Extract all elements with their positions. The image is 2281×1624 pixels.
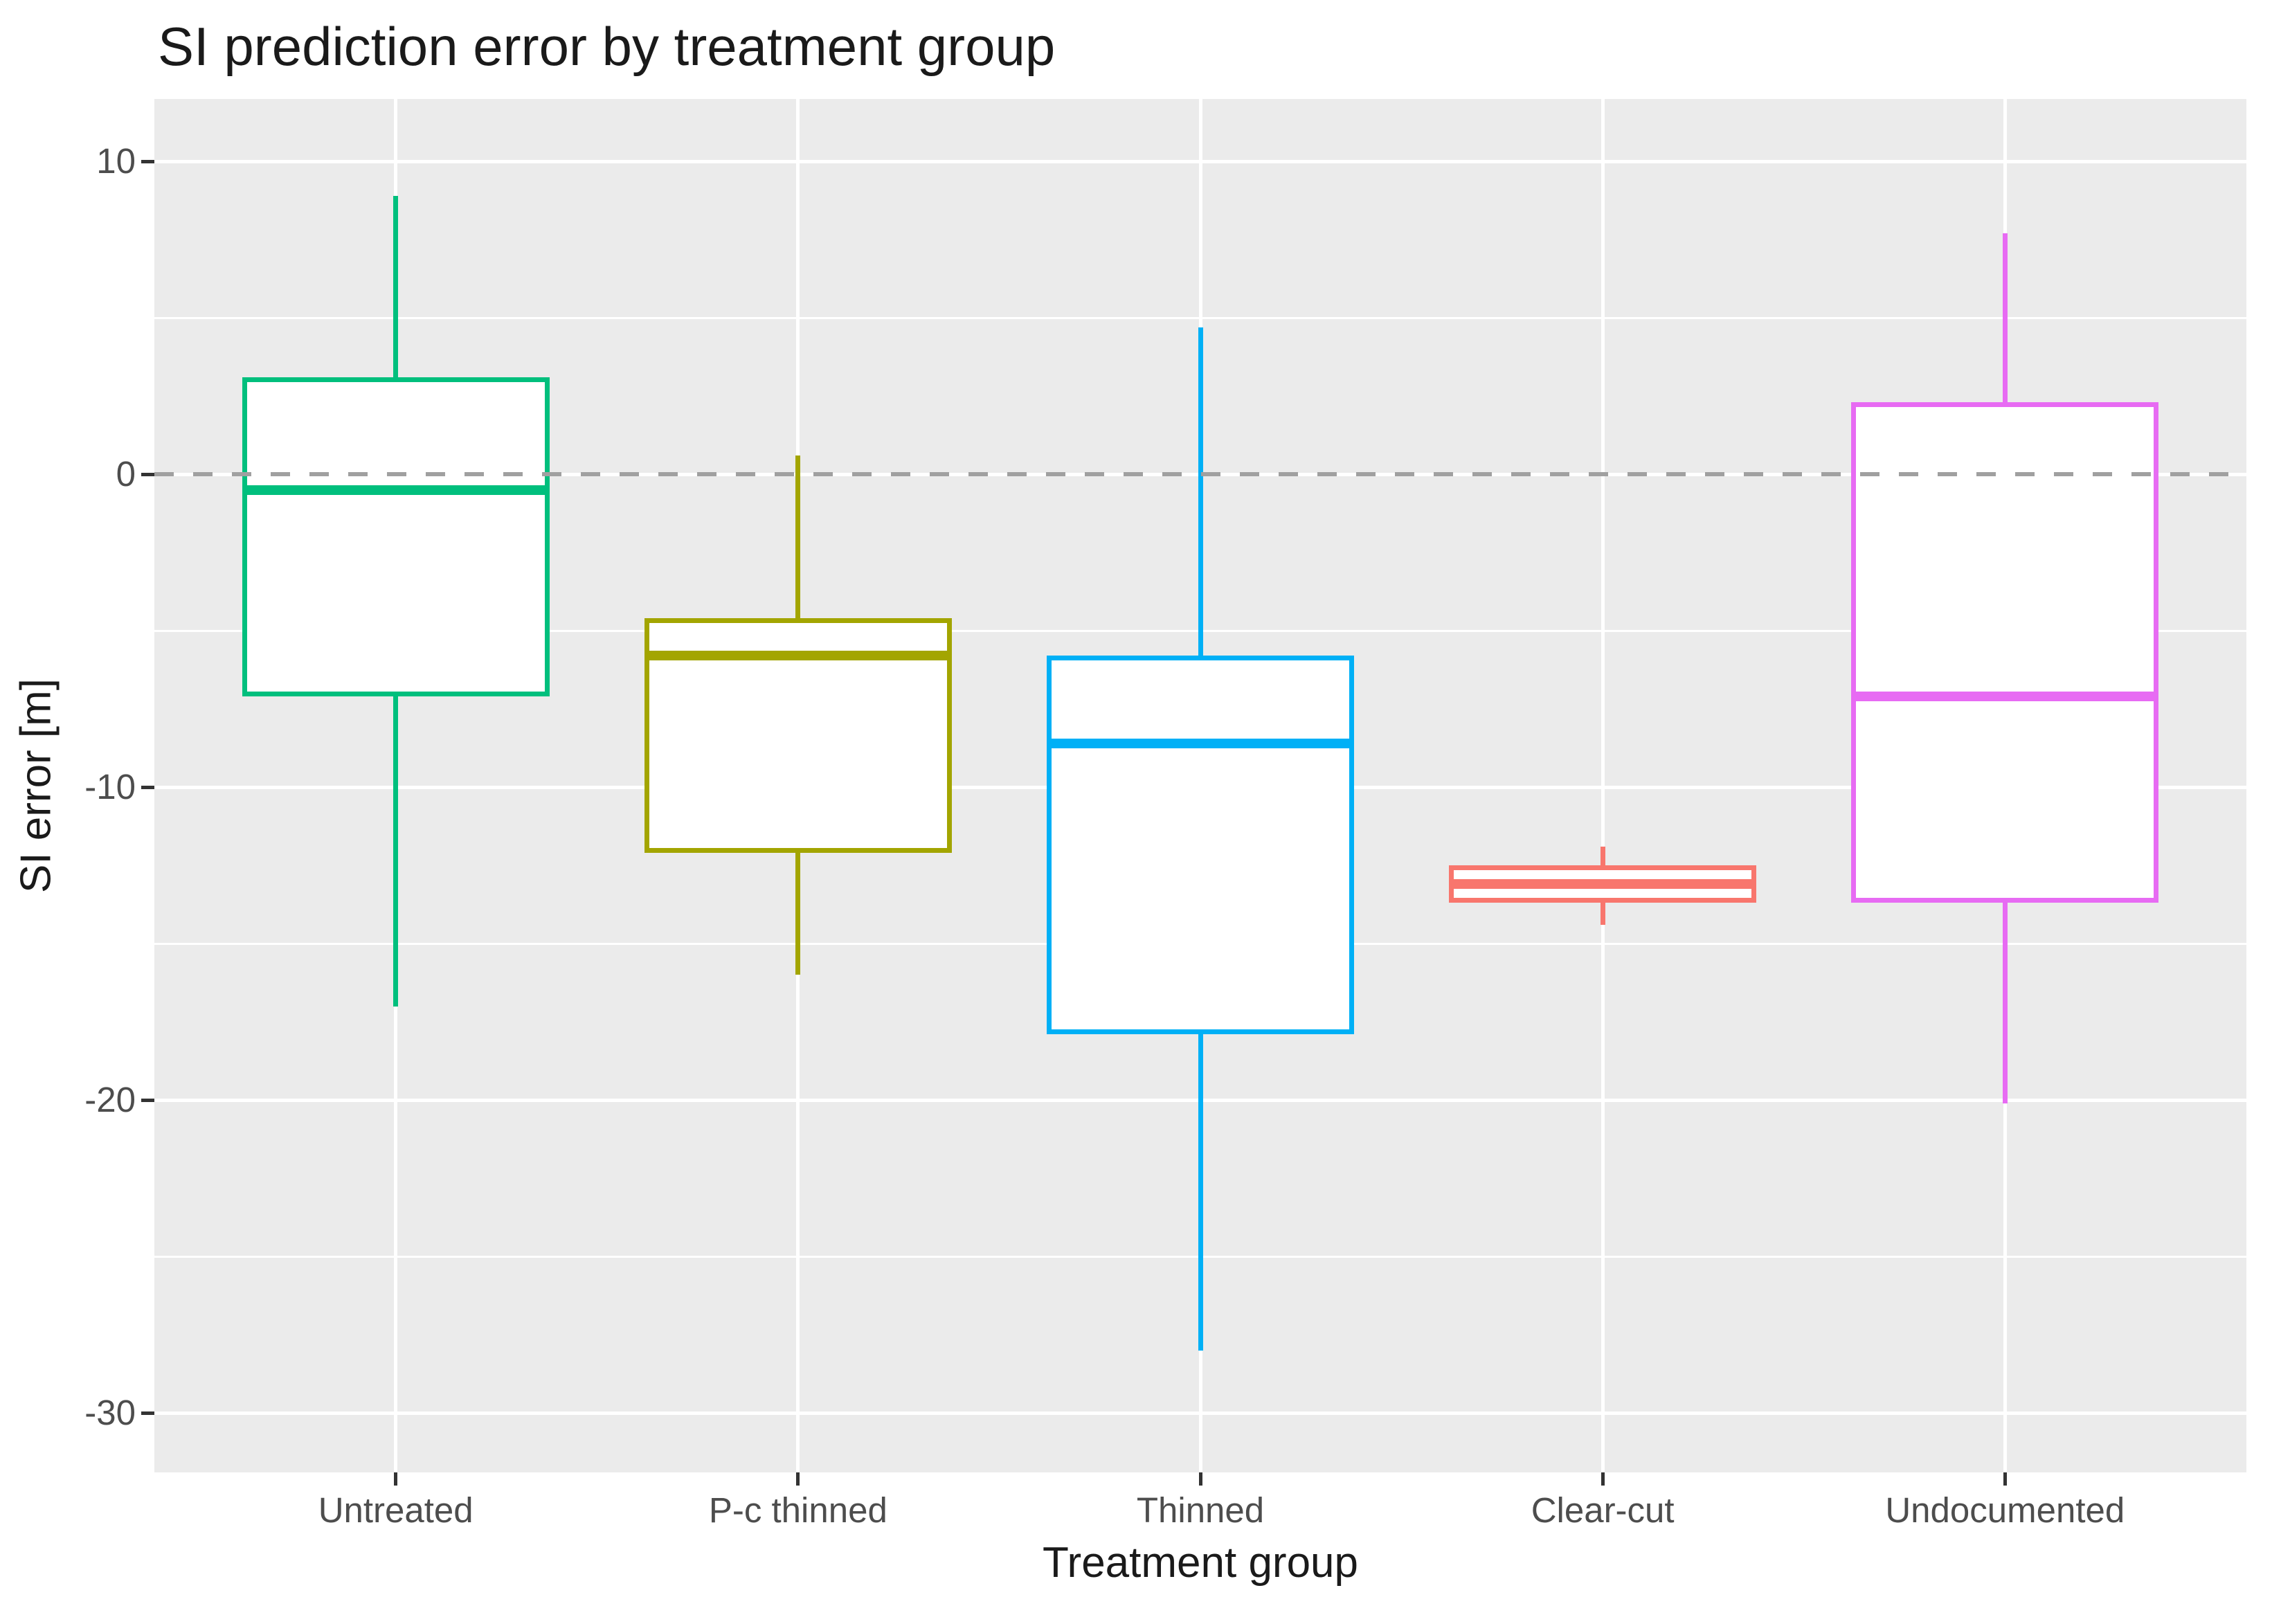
chart-title: SI prediction error by treatment group bbox=[158, 16, 1056, 77]
y-tick-mark bbox=[141, 785, 154, 789]
median-p-c-thinned bbox=[644, 651, 952, 661]
y-tick-mark bbox=[141, 159, 154, 163]
x-axis-title: Treatment group bbox=[1042, 1539, 1359, 1587]
whisker-upper-p-c-thinned bbox=[795, 455, 801, 619]
x-tick-label-untreated: Untreated bbox=[318, 1490, 474, 1530]
x-tick-mark bbox=[796, 1472, 800, 1486]
box-thinned bbox=[1047, 656, 1354, 1035]
whisker-upper-thinned bbox=[1198, 327, 1203, 656]
x-tick-mark bbox=[1601, 1472, 1605, 1486]
whisker-lower-untreated bbox=[393, 696, 399, 1007]
whisker-lower-clear-cut bbox=[1600, 903, 1605, 926]
y-tick-label: -10 bbox=[84, 767, 136, 807]
whisker-lower-thinned bbox=[1198, 1034, 1203, 1351]
median-undocumented bbox=[1851, 692, 2159, 702]
x-tick-label-clear-cut: Clear-cut bbox=[1531, 1490, 1675, 1530]
x-tick-label-p-c-thinned: P-c thinned bbox=[708, 1490, 887, 1530]
box-untreated bbox=[242, 377, 550, 697]
x-major-gridline bbox=[1601, 99, 1605, 1472]
x-tick-mark bbox=[1198, 1472, 1202, 1486]
x-tick-mark bbox=[394, 1472, 398, 1486]
whisker-lower-p-c-thinned bbox=[795, 853, 801, 975]
y-tick-mark bbox=[141, 472, 154, 476]
median-clear-cut bbox=[1449, 879, 1757, 890]
y-tick-label: 0 bbox=[116, 454, 136, 494]
y-tick-label: -20 bbox=[84, 1080, 136, 1120]
box-undocumented bbox=[1851, 402, 2159, 903]
x-tick-label-undocumented: Undocumented bbox=[1885, 1490, 2125, 1530]
y-tick-mark bbox=[141, 1098, 154, 1102]
y-tick-mark bbox=[141, 1411, 154, 1415]
median-untreated bbox=[242, 485, 550, 495]
x-tick-mark bbox=[2003, 1472, 2007, 1486]
whisker-upper-clear-cut bbox=[1600, 847, 1605, 866]
zero-reference-line bbox=[154, 472, 2246, 477]
y-tick-label: -30 bbox=[84, 1393, 136, 1433]
x-tick-label-thinned: Thinned bbox=[1136, 1490, 1265, 1530]
median-thinned bbox=[1047, 738, 1354, 748]
whisker-lower-undocumented bbox=[2002, 903, 2008, 1103]
whisker-upper-undocumented bbox=[2002, 233, 2008, 403]
y-tick-label: 10 bbox=[96, 141, 136, 181]
whisker-upper-untreated bbox=[393, 196, 399, 378]
